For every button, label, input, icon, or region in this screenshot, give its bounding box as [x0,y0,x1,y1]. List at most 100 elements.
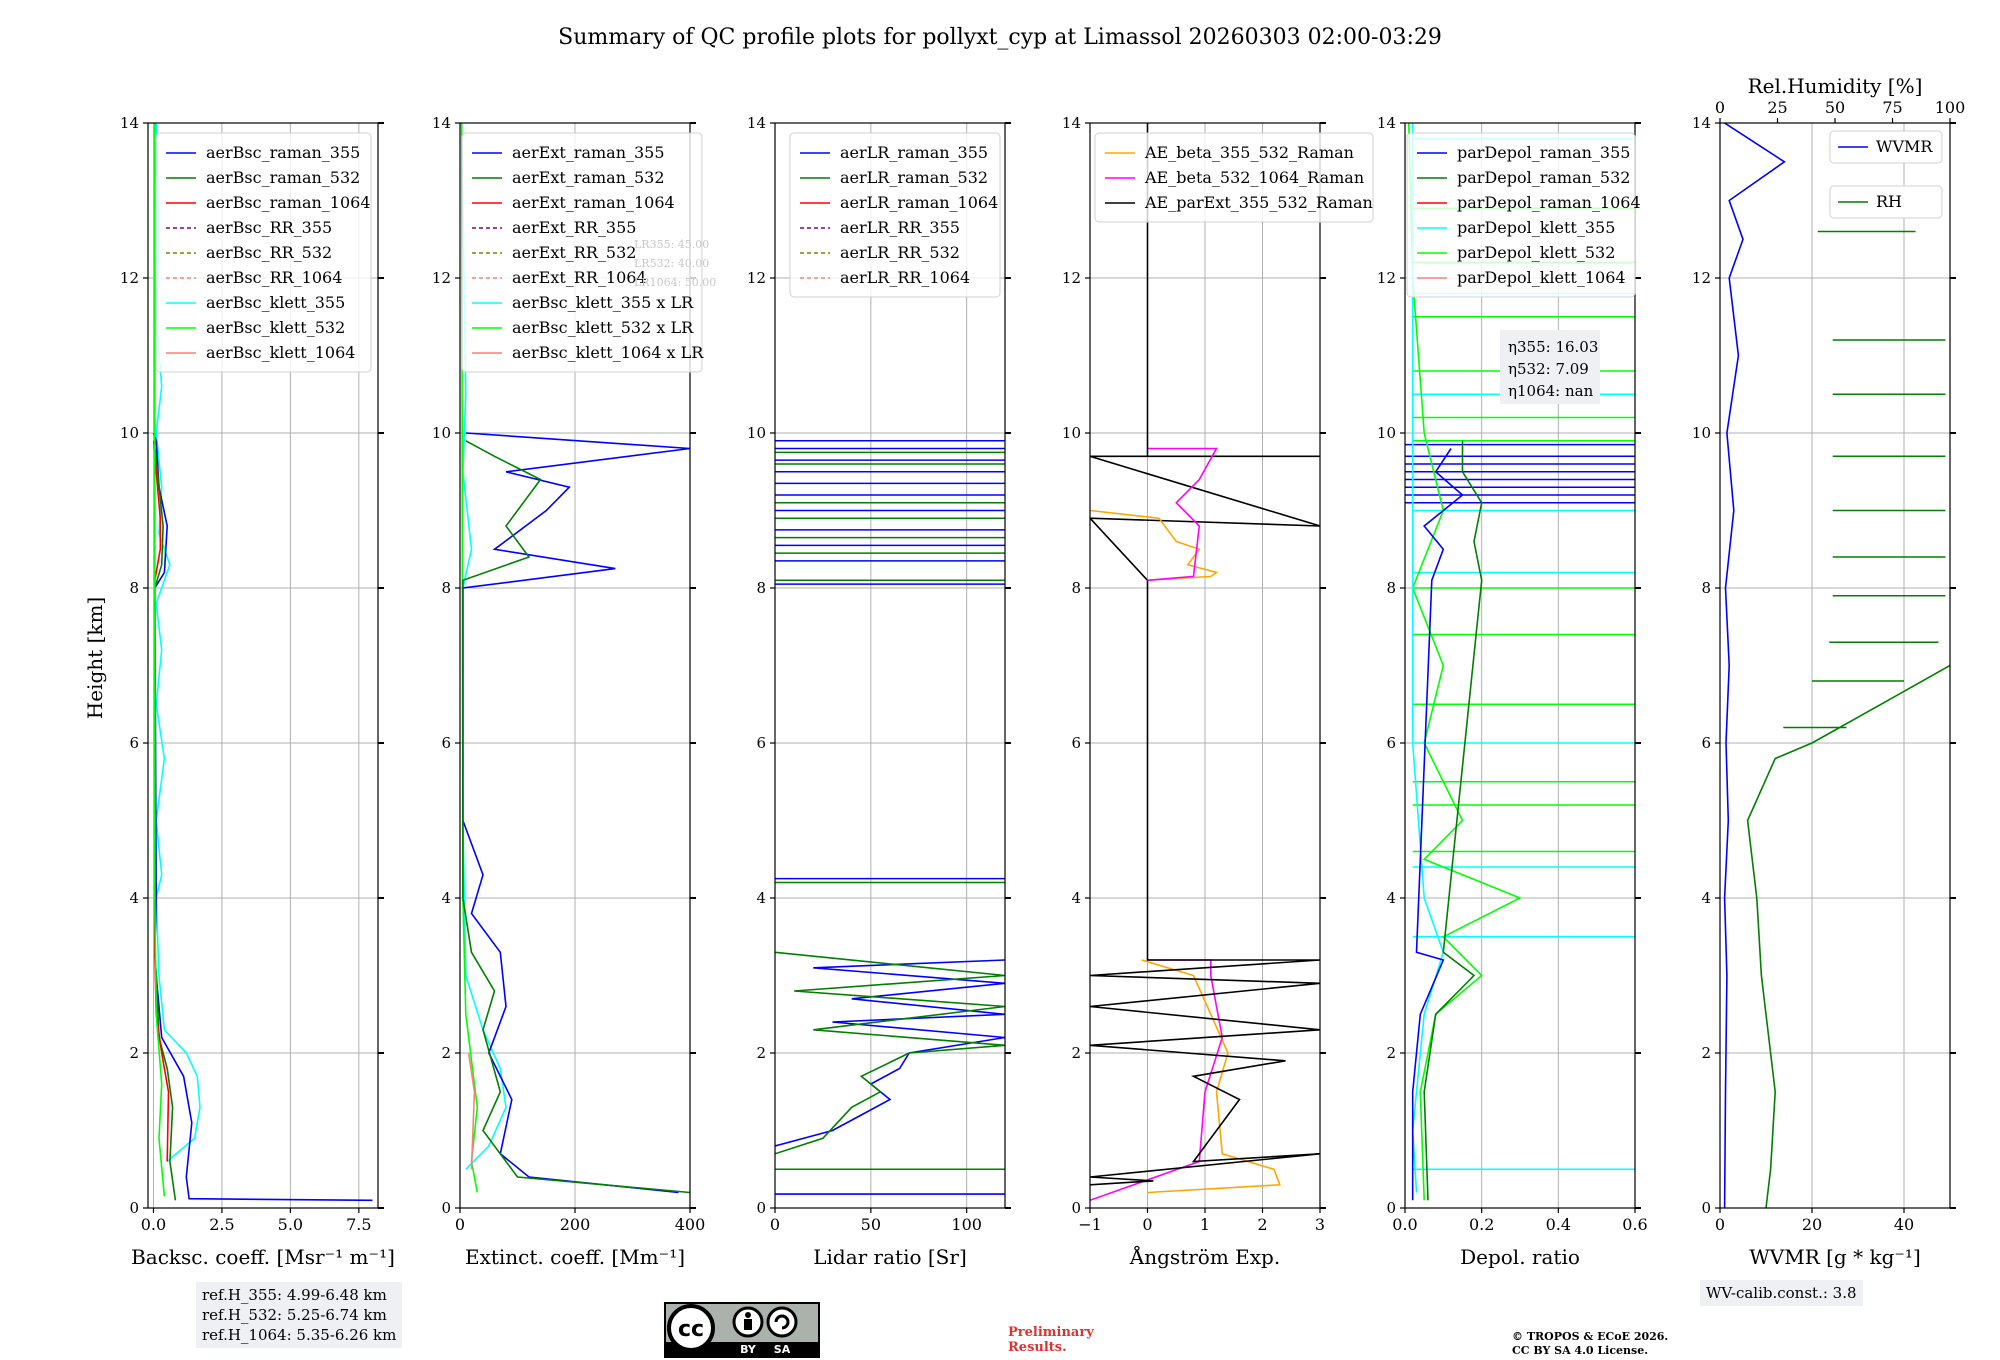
figure-title: Summary of QC profile plots for pollyxt_… [558,25,1442,50]
legend-box [1829,130,1943,164]
y-tick-label: 6 [1701,734,1711,752]
legend-box [1406,132,1636,298]
x-tick-label: 0.6 [1622,1215,1647,1234]
series-WVMR [1723,123,1786,1208]
y-tick-label: 4 [756,889,766,907]
y-tick-label: 14 [1377,114,1396,132]
top-x-tick-label: 75 [1882,98,1902,117]
y-tick-label: 2 [1701,1044,1711,1062]
y-tick-label: 14 [1062,114,1081,132]
panel-5: 0 2 4 6 8 10 12 14 0.0 0.2 0.4 0.6 Depol. ratio parDe… [1377,114,1648,1269]
x-tick-label: 400 [675,1215,706,1234]
series-AE_beta_355_532_Raman [1141,959,1281,1194]
legend-label: aerExt_raman_355 [512,143,665,162]
y-tick-label: 12 [432,269,451,287]
legend-label: AE_beta_532_1064_Raman [1144,168,1364,187]
legend-label: aerExt_RR_355 [512,218,636,237]
cc-by-label: BY [740,1343,757,1356]
series-AE_beta_532_1064_Raman-upper [1147,447,1218,582]
y-tick-label: 8 [441,579,451,597]
y-tick-label: 2 [441,1044,451,1062]
y-tick-label: 10 [432,424,451,442]
legend-label: aerExt_RR_1064 [512,268,647,287]
y-tick-label: 10 [1377,424,1396,442]
y-tick-label: 8 [1701,579,1711,597]
y-tick-label: 12 [1062,269,1081,287]
x-axis-label: WVMR [g * kg⁻¹] [1749,1245,1921,1269]
series-aerBsc_klett_532 [154,123,166,1197]
eta-note-line: η532: 7.09 [1508,360,1589,378]
panel-3: 0 2 4 6 8 10 12 14 0 50 100 Lidar ratio [Sr] aerLR_r… [747,114,1011,1269]
series-AE_parExt_355_532_Raman [1090,455,1320,1186]
ref-h-1064: ref.H_1064: 5.35-6.26 km [202,1326,397,1344]
y-tick-label: 8 [756,579,766,597]
x-tick-label: 0.4 [1546,1215,1571,1234]
series-AE_beta_355_532_Raman-upper [1090,509,1219,582]
legend-label: AE_parExt_355_532_Raman [1144,193,1373,212]
y-tick-label: 2 [756,1044,766,1062]
series-aerBsc_raman_355 [153,432,373,1202]
y-tick-label: 6 [756,734,766,752]
y-tick-label: 12 [1692,269,1711,287]
y-tick-label: 4 [129,889,139,907]
x-tick-label: 20 [1802,1215,1822,1234]
eta-note-box [1500,330,1600,404]
panel-1: 0 2 4 6 8 10 12 14 0.0 2.5 5.0 7.5 Backsc. coeff. [M… [120,114,395,1269]
y-tick-label: 10 [1062,424,1081,442]
legend-label: aerLR_raman_355 [840,143,988,162]
panel-2: 0 2 4 6 8 10 12 14 0 200 400 Extinct. coeff. [Mm⁻¹]… [432,114,716,1269]
y-tick-label: 14 [120,114,139,132]
legend-label: aerBsc_RR_532 [206,243,332,262]
y-tick-label: 2 [1071,1044,1081,1062]
top-x-tick-label: 50 [1825,98,1845,117]
copyright-line-1: © TROPOS & ECoE 2026. [1512,1330,1669,1343]
series-RH [1746,664,1950,1208]
x-axis-label: Ångström Exp. [1129,1244,1280,1269]
y-tick-label: 12 [120,269,139,287]
y-tick-label: 10 [1692,424,1711,442]
y-tick-label: 0 [756,1199,766,1217]
legend-box [155,132,372,373]
y-tick-label: 2 [129,1044,139,1062]
y-tick-label: 12 [1377,269,1396,287]
eta-note-line: η1064: nan [1508,382,1594,400]
x-axis-label: Lidar ratio [Sr] [813,1245,967,1269]
lidar-ratio-note: LR532: 40.00 [634,257,709,270]
y-tick-label: 10 [747,424,766,442]
x-tick-label: 0.0 [1392,1215,1417,1234]
y-tick-label: 14 [747,114,766,132]
legend-label: aerLR_raman_532 [840,168,988,187]
legend-label: parDepol_klett_355 [1457,218,1615,237]
y-tick-label: 4 [1701,889,1711,907]
wv-calib-text: WV-calib.const.: 3.8 [1706,1284,1857,1302]
y-tick-label: 14 [1692,114,1711,132]
legend-box [1094,132,1374,223]
legend-label: aerExt_raman_532 [512,168,665,187]
x-tick-label: 2.5 [209,1215,234,1234]
y-tick-label: 8 [129,579,139,597]
y-tick-label: 6 [441,734,451,752]
x-tick-label: 0 [1142,1215,1152,1234]
data-layer [153,123,373,1202]
series-parDepol_raman_355 [1411,448,1464,1201]
x-tick-label: 5.0 [278,1215,303,1234]
wv-calibration-note: WV-calib.const.: 3.8 [1700,1280,1863,1306]
top-x-tick-label: 25 [1767,98,1787,117]
legend-box [1829,185,1943,219]
legend-label: aerBsc_RR_355 [206,218,332,237]
y-tick-label: 0 [129,1199,139,1217]
x-tick-label: 0 [455,1215,465,1234]
legend-label: aerBsc_raman_355 [206,143,360,162]
copyright-note: © TROPOS & ECoE 2026. CC BY SA 4.0 Licen… [1512,1330,1668,1358]
x-tick-label: 50 [861,1215,881,1234]
y-tick-label: 4 [441,889,451,907]
legend-label: aerBsc_RR_1064 [206,268,342,287]
preliminary-results-note: Preliminary Results. [1008,1325,1094,1355]
legend-label: aerExt_raman_1064 [512,193,675,212]
data-layer [1090,123,1320,1202]
x-tick-label: 100 [951,1215,982,1234]
legend-label: aerBsc_klett_1064 [206,343,355,362]
